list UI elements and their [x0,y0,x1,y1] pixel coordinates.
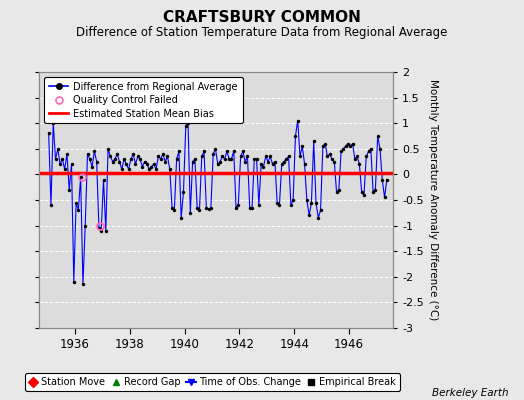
Text: Difference of Station Temperature Data from Regional Average: Difference of Station Temperature Data f… [77,26,447,39]
Text: Berkeley Earth: Berkeley Earth [432,388,508,398]
Y-axis label: Monthly Temperature Anomaly Difference (°C): Monthly Temperature Anomaly Difference (… [428,79,438,321]
Legend: Difference from Regional Average, Quality Control Failed, Estimated Station Mean: Difference from Regional Average, Qualit… [44,77,243,123]
Text: CRAFTSBURY COMMON: CRAFTSBURY COMMON [163,10,361,25]
Legend: Station Move, Record Gap, Time of Obs. Change, Empirical Break: Station Move, Record Gap, Time of Obs. C… [25,373,400,391]
